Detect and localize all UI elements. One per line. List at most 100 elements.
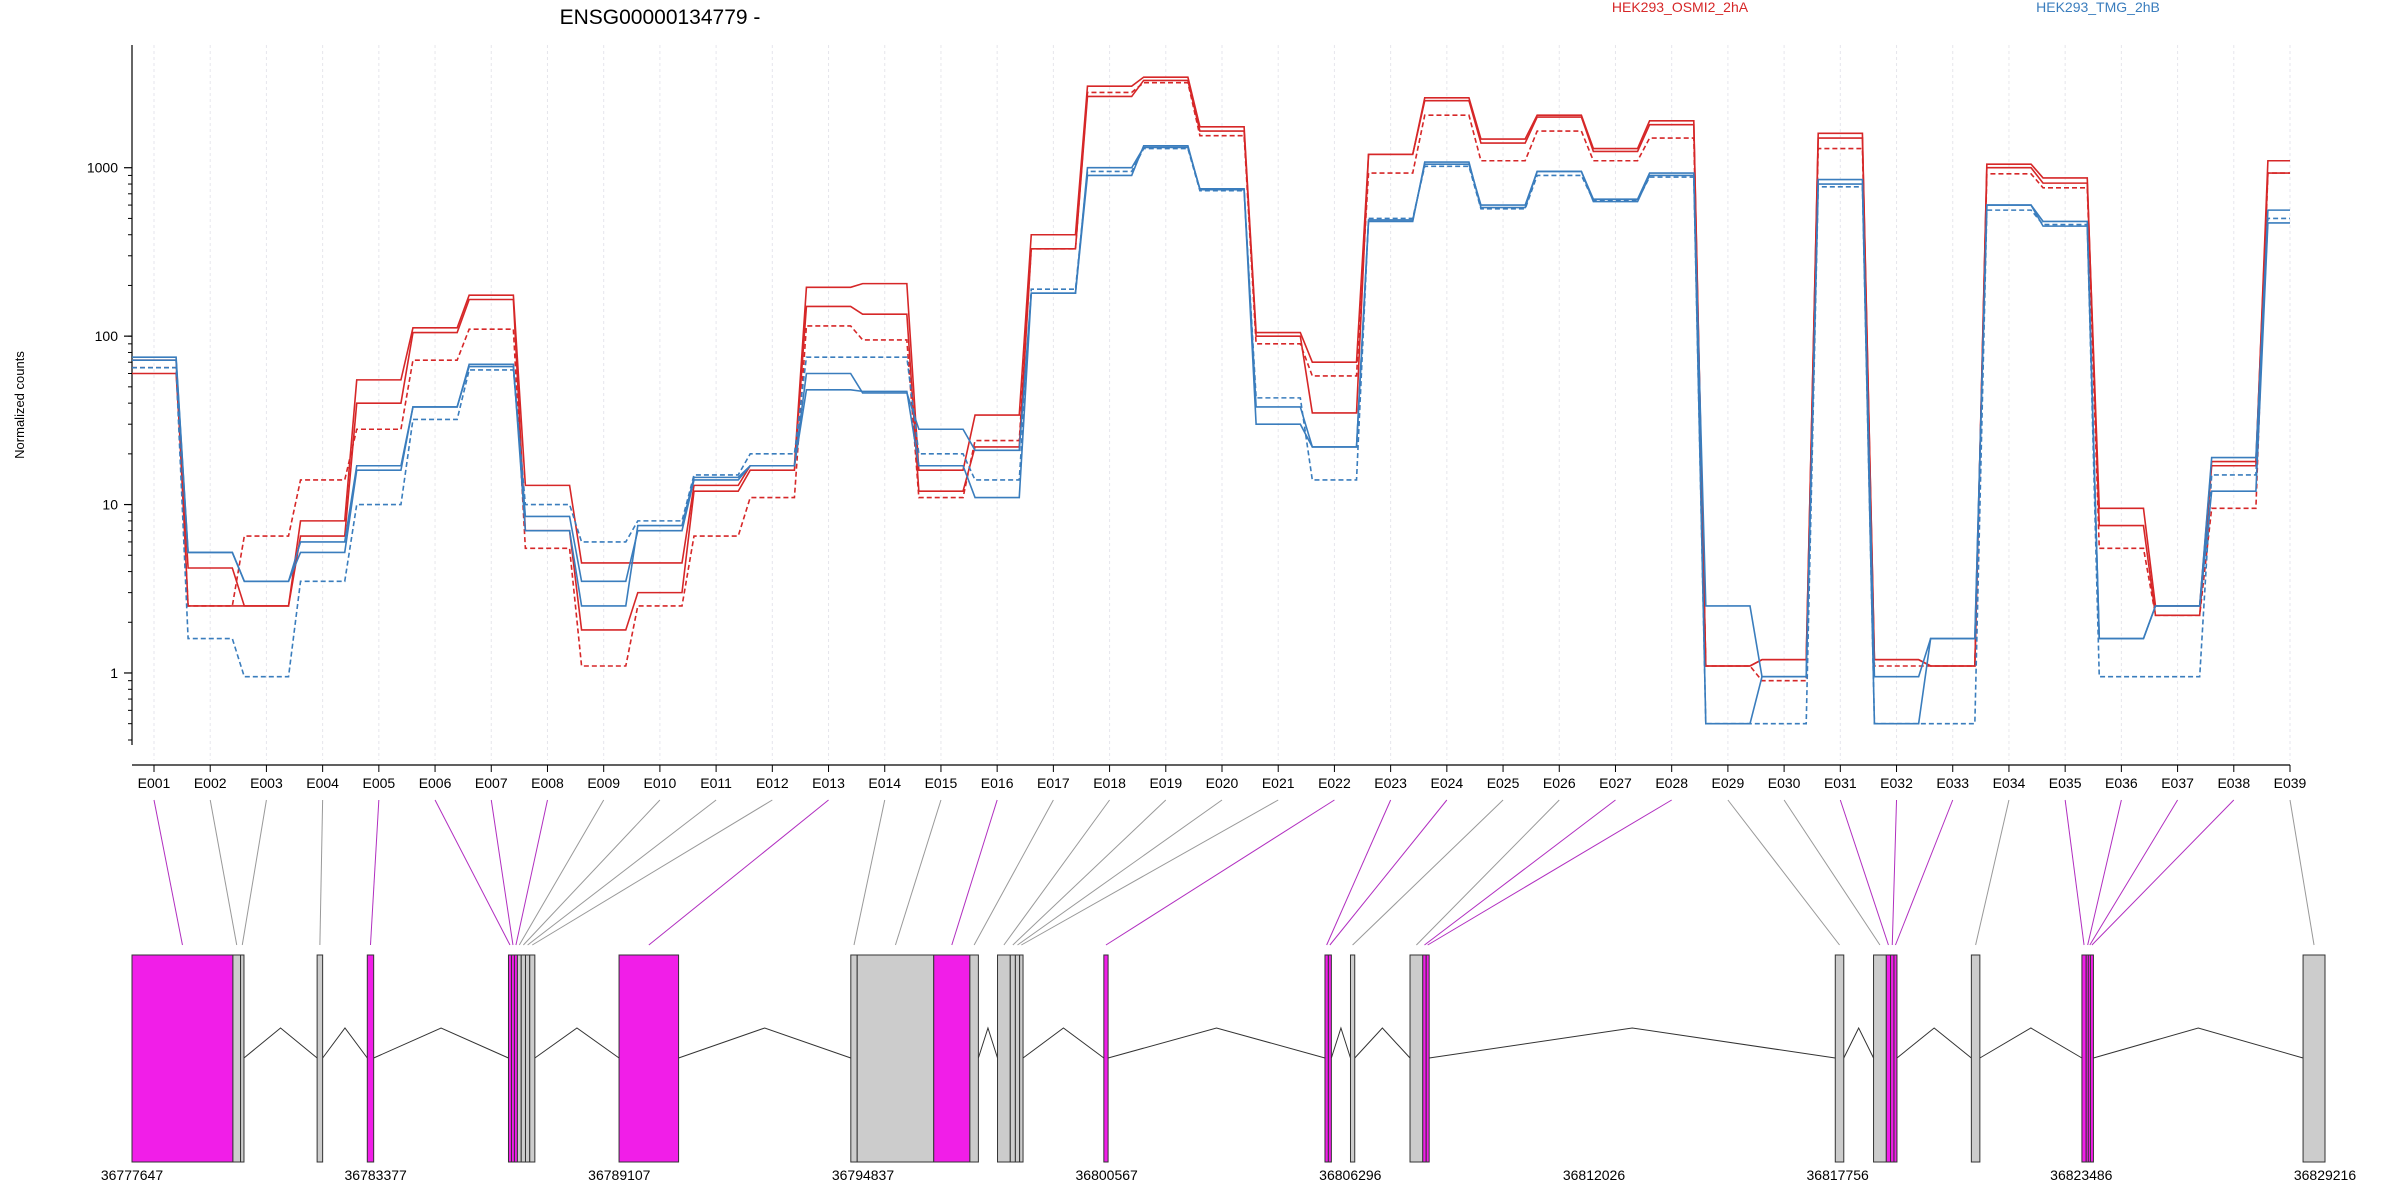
x-tick-label-e016: E016 bbox=[981, 775, 1014, 791]
connector-e014 bbox=[853, 799, 886, 946]
x-tick-label-e019: E019 bbox=[1149, 775, 1182, 791]
genomic-tick-label: 36812026 bbox=[1563, 1167, 1626, 1183]
x-tick-label-e032: E032 bbox=[1880, 775, 1913, 791]
connector-e038 bbox=[2091, 799, 2235, 946]
exon-block-e039 bbox=[2302, 954, 2326, 1163]
connector-e012 bbox=[532, 799, 773, 946]
connector-e030 bbox=[1783, 799, 1881, 946]
connector-e002 bbox=[209, 799, 238, 946]
x-tick-label-e002: E002 bbox=[194, 775, 227, 791]
y-tick-label: 100 bbox=[95, 328, 119, 344]
genomic-tick-label: 36783377 bbox=[345, 1167, 408, 1183]
connector-e003 bbox=[241, 799, 267, 946]
exon-block-e021 bbox=[1019, 954, 1024, 1163]
legend-entry-osmi2: HEK293_OSMI2_2hA bbox=[1612, 0, 1749, 15]
genomic-tick-label: 36806296 bbox=[1319, 1167, 1382, 1183]
x-tick-label-e013: E013 bbox=[812, 775, 845, 791]
exon-block-e010 bbox=[520, 954, 526, 1163]
connector-e037 bbox=[2089, 799, 2179, 946]
connector-e017 bbox=[973, 799, 1054, 946]
series-line-6 bbox=[132, 144, 2290, 725]
x-tick-label-e014: E014 bbox=[868, 775, 901, 791]
x-tick-label-e021: E021 bbox=[1262, 775, 1295, 791]
connector-e015 bbox=[894, 799, 942, 946]
intron-link bbox=[1896, 1027, 1972, 1059]
x-tick-label-e007: E007 bbox=[475, 775, 508, 791]
x-tick-label-e009: E009 bbox=[587, 775, 620, 791]
connector-e034 bbox=[1975, 799, 2010, 946]
x-tick-label-e005: E005 bbox=[362, 775, 395, 791]
exon-block-e031 bbox=[1885, 954, 1892, 1163]
intron-link bbox=[534, 1027, 620, 1059]
exon-block-e029 bbox=[1834, 954, 1845, 1163]
genomic-tick-label: 36823486 bbox=[2050, 1167, 2113, 1183]
connector-e024 bbox=[1329, 799, 1448, 946]
x-tick-label-e024: E024 bbox=[1430, 775, 1463, 791]
connector-e008 bbox=[515, 799, 548, 946]
exon-connector-lines bbox=[153, 799, 2315, 946]
x-tick-label-e033: E033 bbox=[1936, 775, 1969, 791]
intron-link bbox=[1429, 1027, 1836, 1059]
connector-e011 bbox=[527, 799, 717, 946]
connector-e026 bbox=[1416, 799, 1560, 946]
x-tick-label-e027: E027 bbox=[1599, 775, 1632, 791]
series-line-1 bbox=[132, 79, 2290, 667]
connector-e021 bbox=[1021, 799, 1279, 946]
connector-e035 bbox=[2064, 799, 2085, 946]
y-tick-label: 1 bbox=[110, 665, 118, 681]
connector-e010 bbox=[522, 799, 661, 946]
exon-block-e011 bbox=[524, 954, 531, 1163]
series-line-3 bbox=[132, 81, 2290, 682]
exon-block-e018 bbox=[997, 954, 1011, 1163]
intron-link bbox=[1330, 1026, 1351, 1059]
x-tick-label-e017: E017 bbox=[1037, 775, 1070, 791]
exon-block-e025 bbox=[1349, 954, 1356, 1163]
connector-e019 bbox=[1012, 799, 1167, 946]
x-tick-label-e008: E008 bbox=[531, 775, 564, 791]
exon-block-e028 bbox=[1425, 954, 1430, 1163]
exon-block-e013 bbox=[618, 954, 680, 1163]
series-lines bbox=[132, 76, 2290, 725]
x-tick-label-e031: E031 bbox=[1824, 775, 1857, 791]
exon-block-e009 bbox=[516, 954, 522, 1163]
vertical-gridlines bbox=[153, 45, 2291, 760]
connector-e005 bbox=[369, 799, 380, 946]
connector-e039 bbox=[2289, 799, 2315, 946]
connector-e029 bbox=[1727, 799, 1840, 946]
exon-block-e015 bbox=[856, 954, 935, 1163]
x-tick-label-e028: E028 bbox=[1655, 775, 1688, 791]
gene-model bbox=[131, 954, 2326, 1163]
intron-link bbox=[977, 1026, 998, 1059]
x-tick-label-e011: E011 bbox=[700, 775, 732, 791]
exon-block-e032 bbox=[1890, 954, 1895, 1163]
exon-block-e026 bbox=[1409, 954, 1424, 1163]
x-tick-label-e026: E026 bbox=[1543, 775, 1576, 791]
exon-block-e003 bbox=[240, 954, 245, 1163]
connector-e032 bbox=[1891, 799, 1898, 946]
series-line-5 bbox=[132, 147, 2290, 725]
x-tick-label-e018: E018 bbox=[1093, 775, 1126, 791]
y-tick-label: 1000 bbox=[87, 160, 118, 176]
connector-e006 bbox=[434, 799, 511, 946]
intron-link bbox=[1843, 1026, 1874, 1059]
chart-title: ENSG00000134779 - bbox=[560, 6, 761, 29]
exon-block-e034 bbox=[1970, 954, 1981, 1163]
x-tick-label-e012: E012 bbox=[756, 775, 789, 791]
connector-e020 bbox=[1017, 799, 1223, 946]
series-line-4 bbox=[132, 146, 2290, 725]
exon-block-e033 bbox=[1893, 954, 1898, 1163]
genomic-tick-label: 36817756 bbox=[1807, 1167, 1870, 1183]
x-tick-label-e004: E004 bbox=[306, 775, 339, 791]
x-tick-label-e039: E039 bbox=[2274, 775, 2307, 791]
exon-block-e027 bbox=[1422, 954, 1427, 1163]
y-axis-label: Normalized counts bbox=[12, 351, 27, 459]
connector-e027 bbox=[1424, 799, 1616, 946]
exon-block-e019 bbox=[1009, 954, 1016, 1163]
series-line-2 bbox=[132, 76, 2290, 667]
genomic-tick-label: 36789107 bbox=[588, 1167, 651, 1183]
exon-block-e020 bbox=[1014, 954, 1021, 1163]
connector-e001 bbox=[153, 799, 183, 946]
exon-block-e012 bbox=[529, 954, 536, 1163]
x-tick-label-e036: E036 bbox=[2105, 775, 2138, 791]
connector-e031 bbox=[1839, 799, 1889, 946]
